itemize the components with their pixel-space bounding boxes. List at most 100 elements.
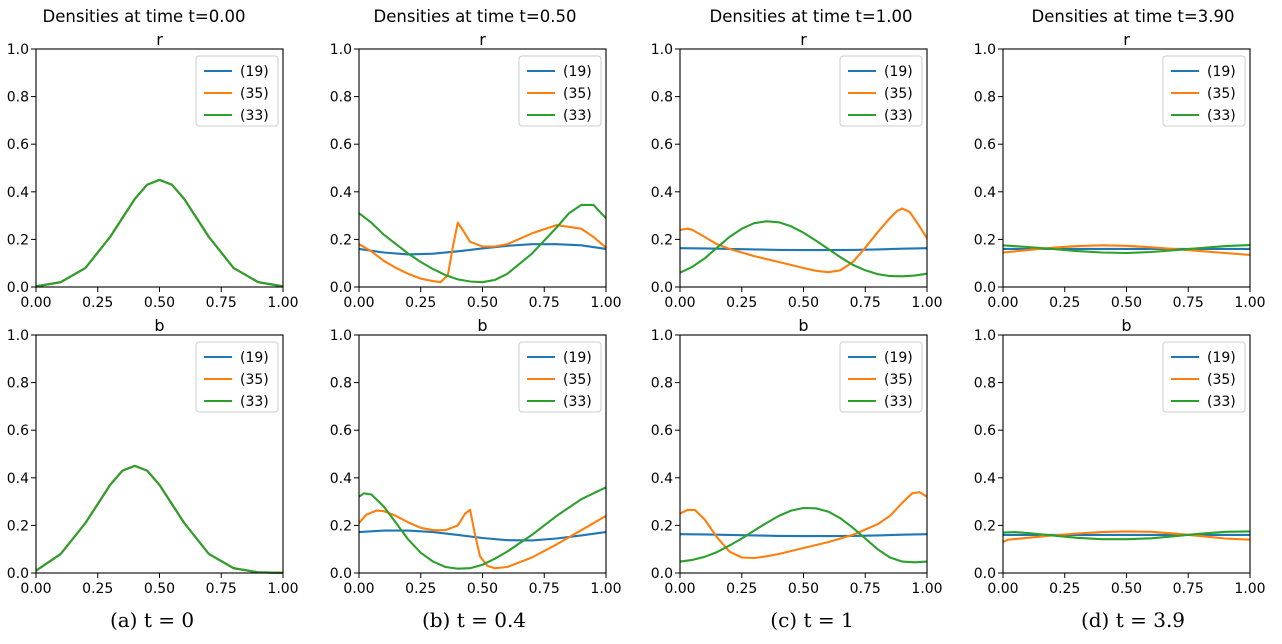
- y-tick-label: 0.8: [7, 90, 29, 106]
- x-tick-label: 1.00: [1234, 295, 1265, 311]
- panel-r-b: 0.0 0.2 0.4 0.6 0.8 1.0 0.00 0.25 0.50 0.75 1.00 r (…: [330, 30, 622, 311]
- y-tick-label: 0.2: [7, 518, 29, 534]
- x-tick-label: 0.00: [987, 295, 1018, 311]
- y-tick-label: 0.2: [651, 232, 673, 248]
- x-tick-label: 0.00: [343, 295, 374, 311]
- y-tick-label: 1.0: [651, 42, 673, 58]
- series-group: [359, 486, 606, 570]
- legend-label: (35): [240, 372, 269, 388]
- y-tick-label: 0.2: [974, 518, 996, 534]
- series-line-19: [680, 533, 927, 538]
- panel-b-b: 0.0 0.2 0.4 0.6 0.8 1.0 0.00 0.25 0.50 0.75 1.00 b (…: [330, 316, 622, 597]
- legend-label: (35): [884, 86, 913, 102]
- series-group: [36, 178, 283, 288]
- x-tick-label: 1.00: [267, 295, 298, 311]
- y-tick-label: 0.0: [651, 566, 673, 582]
- legend-label: (19): [563, 350, 592, 366]
- series-line-33: [680, 506, 927, 564]
- x-tick-label: 0.50: [788, 581, 819, 597]
- legend-label: (35): [240, 86, 269, 102]
- legend-box: [1162, 341, 1246, 413]
- x-tick-label: 0.75: [1173, 581, 1204, 597]
- x-tick-label: 0.75: [529, 295, 560, 311]
- y-tick-label: 0.0: [330, 280, 352, 296]
- legend-label: (19): [240, 64, 269, 80]
- panel-title: b: [477, 316, 487, 335]
- legend-box: [839, 55, 923, 127]
- y-tick-label: 1.0: [7, 42, 29, 58]
- legend-label: (19): [1207, 64, 1236, 80]
- y-tick-label: 0.4: [974, 185, 996, 201]
- y-tick-label: 0.8: [974, 90, 996, 106]
- legend-box: [518, 341, 602, 413]
- x-tick-label: 0.25: [82, 295, 113, 311]
- legend-label: (33): [563, 108, 592, 124]
- y-tick-label: 0.0: [7, 280, 29, 296]
- series-line-19: [36, 464, 283, 574]
- x-tick-label: 1.00: [590, 581, 621, 597]
- series-line-35: [680, 491, 927, 560]
- column-title-c: Densities at time t=1.00: [710, 7, 913, 26]
- legend-label: (19): [884, 64, 913, 80]
- x-tick-label: 0.25: [405, 581, 436, 597]
- y-tick-label: 0.0: [974, 280, 996, 296]
- x-tick-label: 1.00: [267, 581, 298, 597]
- y-tick-label: 0.6: [651, 137, 673, 153]
- panel-title: r: [800, 30, 807, 49]
- y-tick-label: 0.4: [651, 185, 673, 201]
- legend-label: (33): [884, 108, 913, 124]
- y-tick-label: 0.6: [7, 423, 29, 439]
- legend-box: [195, 55, 279, 127]
- series-line-19: [36, 178, 283, 288]
- legend-label: (19): [240, 350, 269, 366]
- series-line-19: [359, 243, 606, 256]
- x-tick-label: 0.25: [1049, 295, 1080, 311]
- x-tick-label: 0.00: [987, 581, 1018, 597]
- y-tick-label: 0.2: [7, 232, 29, 248]
- panel-b-d: 0.0 0.2 0.4 0.6 0.8 1.0 0.00 0.25 0.50 0.75 1.00 b (…: [974, 316, 1266, 597]
- x-tick-label: 0.50: [144, 581, 175, 597]
- panel-title: r: [479, 30, 486, 49]
- caption-a: (a) t = 0: [110, 608, 194, 632]
- y-tick-label: 1.0: [974, 328, 996, 344]
- legend-label: (33): [1207, 108, 1236, 124]
- series-group: [1003, 244, 1250, 256]
- legend-label: (33): [884, 394, 913, 410]
- y-tick-label: 1.0: [974, 42, 996, 58]
- y-tick-label: 1.0: [651, 328, 673, 344]
- y-tick-label: 0.6: [974, 423, 996, 439]
- x-tick-label: 0.25: [726, 295, 757, 311]
- x-tick-label: 0.00: [343, 581, 374, 597]
- panel-r-a: 0.0 0.2 0.4 0.6 0.8 1.0 0.00 0.25 0.50 0.75 1.00 r (…: [7, 30, 299, 311]
- x-tick-label: 0.50: [788, 295, 819, 311]
- y-tick-label: 0.6: [330, 423, 352, 439]
- legend-label: (33): [240, 108, 269, 124]
- x-tick-label: 0.25: [82, 581, 113, 597]
- x-tick-label: 0.75: [206, 295, 237, 311]
- legend-label: (19): [884, 350, 913, 366]
- legend: (19) (35) (33): [195, 55, 279, 127]
- x-tick-label: 0.75: [1173, 295, 1204, 311]
- x-tick-label: 1.00: [590, 295, 621, 311]
- y-tick-label: 0.0: [651, 280, 673, 296]
- panel-title: b: [1121, 316, 1131, 335]
- series-line-33: [36, 178, 283, 288]
- x-tick-label: 0.50: [144, 295, 175, 311]
- legend-box: [195, 341, 279, 413]
- x-tick-label: 0.25: [405, 295, 436, 311]
- panel-r-c: 0.0 0.2 0.4 0.6 0.8 1.0 0.00 0.25 0.50 0.75 1.00 r (…: [651, 30, 943, 311]
- x-tick-label: 0.75: [206, 581, 237, 597]
- series-line-33: [1003, 530, 1250, 541]
- x-tick-label: 0.00: [20, 295, 51, 311]
- legend-box: [518, 55, 602, 127]
- panels: 0.0 0.2 0.4 0.6 0.8 1.0 0.00 0.25 0.50 0.75 1.00 r (…: [7, 30, 1266, 597]
- y-tick-label: 0.6: [7, 137, 29, 153]
- series-line-33: [36, 464, 283, 574]
- y-tick-label: 0.2: [330, 232, 352, 248]
- x-tick-label: 0.50: [467, 581, 498, 597]
- legend-label: (33): [240, 394, 269, 410]
- series-line-19: [359, 529, 606, 542]
- x-tick-label: 1.00: [911, 295, 942, 311]
- y-tick-label: 0.4: [651, 471, 673, 487]
